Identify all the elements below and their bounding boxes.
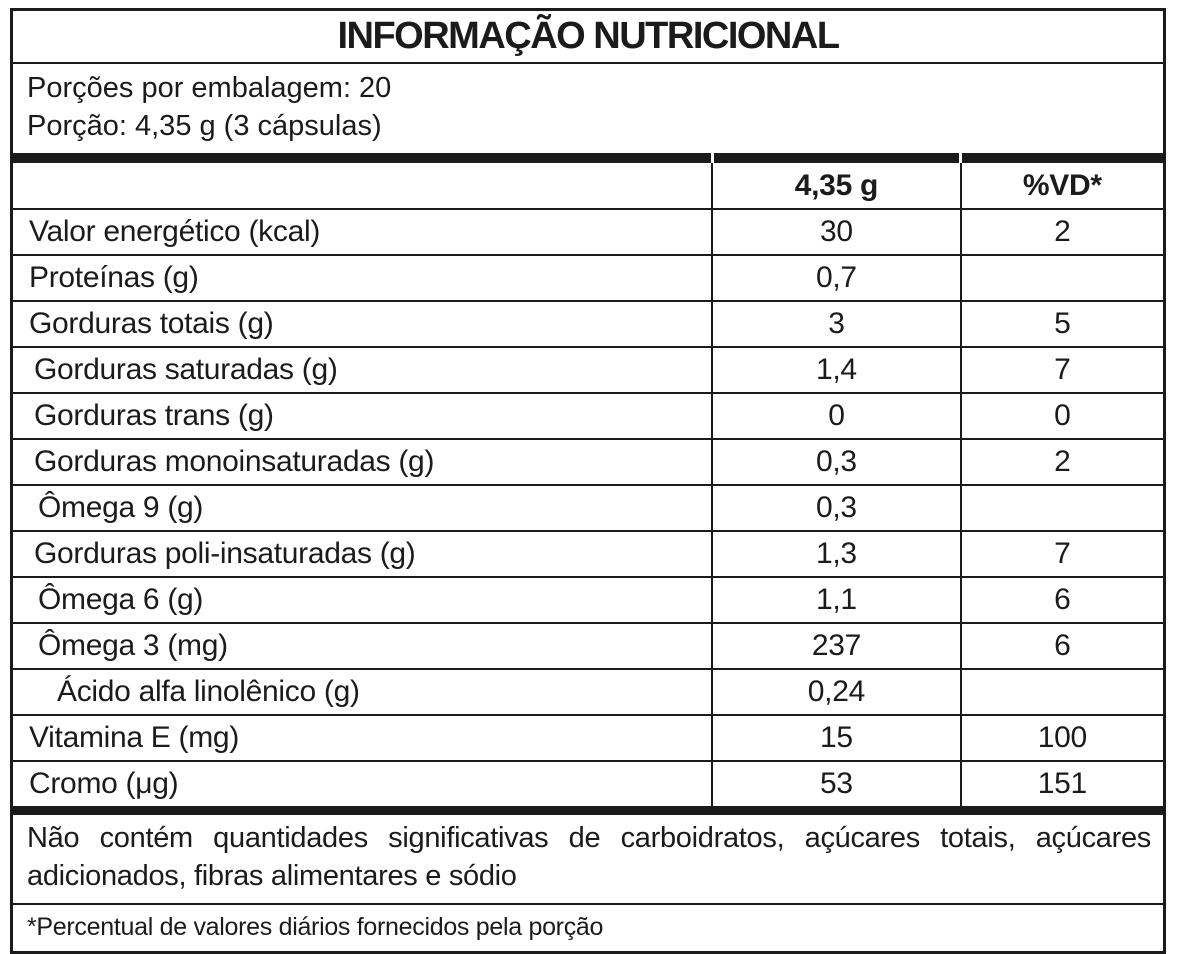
column-header-empty [13, 163, 713, 210]
nutrient-label: Valor energético (kcal) [13, 209, 713, 256]
dv-value: 0 [959, 393, 1163, 440]
column-header-row: 4,35 g %VD* [13, 163, 1163, 210]
daily-values-note: *Percentual de valores diários fornecido… [13, 903, 1163, 951]
table-row: Gorduras saturadas (g) 1,4 7 [13, 347, 1163, 394]
dv-value [959, 669, 1163, 716]
nutrient-label: Gorduras totais (g) [13, 301, 713, 348]
amount-value: 30 [711, 209, 961, 256]
nutrient-label: Vitamina E (mg) [13, 715, 713, 762]
amount-value: 1,4 [711, 347, 961, 394]
daily-values-note-row: *Percentual de valores diários fornecido… [13, 903, 1163, 951]
nutrient-label: Ácido alfa linolênico (g) [13, 669, 713, 716]
servings-per-package: Porções por embalagem: 20 [27, 72, 392, 104]
nutrition-facts-table: INFORMAÇÃO NUTRICIONAL Porções por embal… [13, 11, 1163, 951]
table-row: Gorduras poli-insaturadas (g) 1,3 7 [13, 531, 1163, 578]
amount-value: 53 [711, 761, 961, 812]
nutrient-label: Proteínas (g) [13, 255, 713, 302]
nutrient-label: Gorduras saturadas (g) [13, 347, 713, 394]
amount-value: 0,3 [711, 485, 961, 532]
amount-value: 15 [711, 715, 961, 762]
divider-bar-segment [710, 153, 961, 163]
dv-value: 6 [959, 577, 1163, 624]
table-row: Cromo (μg) 53 151 [13, 761, 1163, 812]
table-row: Ômega 9 (g) 0,3 [13, 485, 1163, 532]
amount-value: 237 [711, 623, 961, 670]
no-significant-note-line1: Não contém quantidades significativas de… [27, 822, 1151, 854]
dv-value: 151 [959, 761, 1163, 812]
page-title: INFORMAÇÃO NUTRICIONAL [13, 11, 1163, 64]
nutrition-label: INFORMAÇÃO NUTRICIONAL Porções por embal… [10, 8, 1166, 954]
amount-value: 0 [711, 393, 961, 440]
nutrient-label: Ômega 6 (g) [13, 577, 713, 624]
amount-value: 1,3 [711, 531, 961, 578]
no-significant-note: Não contém quantidades significativas de… [13, 806, 1163, 904]
amount-value: 1,1 [711, 577, 961, 624]
dv-value [959, 255, 1163, 302]
serving-info: Porções por embalagem: 20 Porção: 4,35 g… [13, 63, 1163, 153]
dv-value: 7 [959, 531, 1163, 578]
table-row: Gorduras totais (g) 3 5 [13, 301, 1163, 348]
column-header-vd: %VD* [959, 163, 1163, 210]
dv-value: 6 [959, 623, 1163, 670]
nutrient-label: Ômega 3 (mg) [13, 623, 713, 670]
dv-value: 7 [959, 347, 1163, 394]
table-row: Ômega 3 (mg) 237 6 [13, 623, 1163, 670]
serving-size: Porção: 4,35 g (3 cápsulas) [27, 110, 382, 142]
nutrient-label: Ômega 9 (g) [13, 485, 713, 532]
divider-bar-segment [959, 153, 1163, 163]
dv-value: 2 [959, 439, 1163, 486]
serving-info-row: Porções por embalagem: 20 Porção: 4,35 g… [13, 63, 1163, 153]
dv-value: 100 [959, 715, 1163, 762]
amount-value: 0,7 [711, 255, 961, 302]
amount-value: 0,24 [711, 669, 961, 716]
divider-bar-segment [13, 153, 713, 163]
table-row: Proteínas (g) 0,7 [13, 255, 1163, 302]
no-significant-note-line2: adicionados, fibras alimentares e sódio [27, 860, 517, 892]
nutrient-label: Gorduras trans (g) [13, 393, 713, 440]
table-row: Gorduras monoinsaturadas (g) 0,3 2 [13, 439, 1163, 486]
dv-value: 2 [959, 209, 1163, 256]
title-row: INFORMAÇÃO NUTRICIONAL [13, 11, 1163, 64]
dv-value: 5 [959, 301, 1163, 348]
amount-value: 0,3 [711, 439, 961, 486]
thick-divider-bar [13, 153, 1163, 163]
table-row: Ácido alfa linolênico (g) 0,24 [13, 669, 1163, 716]
dv-value [959, 485, 1163, 532]
table-row: Valor energético (kcal) 30 2 [13, 209, 1163, 256]
no-significant-note-row: Não contém quantidades significativas de… [13, 806, 1163, 904]
table-row: Ômega 6 (g) 1,1 6 [13, 577, 1163, 624]
amount-value: 3 [711, 301, 961, 348]
table-row: Gorduras trans (g) 0 0 [13, 393, 1163, 440]
nutrient-label: Cromo (μg) [13, 761, 713, 812]
table-row: Vitamina E (mg) 15 100 [13, 715, 1163, 762]
column-header-amount: 4,35 g [711, 163, 961, 210]
nutrient-label: Gorduras poli-insaturadas (g) [13, 531, 713, 578]
nutrient-label: Gorduras monoinsaturadas (g) [13, 439, 713, 486]
